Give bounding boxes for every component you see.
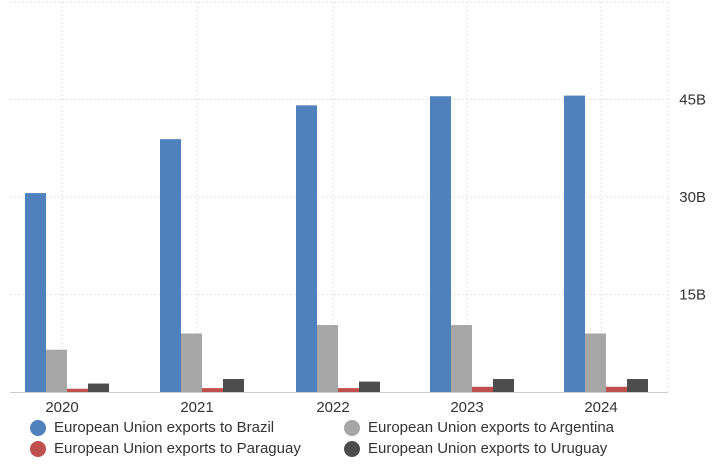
bar-2021-series-4[interactable] <box>223 379 244 392</box>
bar-2020-series-1[interactable] <box>25 193 46 392</box>
bar-2020-series-3[interactable] <box>67 388 88 392</box>
legend-swatch-icon <box>344 419 360 436</box>
bar-2021-series-2[interactable] <box>181 333 202 393</box>
bar-2024-series-1[interactable] <box>564 95 585 392</box>
bar-2023-series-1[interactable] <box>430 96 451 392</box>
bar-2024-series-4[interactable] <box>627 379 648 392</box>
bar-2024-series-3[interactable] <box>606 386 627 392</box>
bar-2024-series-2[interactable] <box>585 333 606 393</box>
bars <box>25 95 648 393</box>
x-tick-label: 2022 <box>316 399 349 412</box>
legend: European Union exports to Brazil European… <box>0 412 713 467</box>
bar-chart: 2020 2021 2022 2023 2024 15B 30B 45B <box>10 1 706 412</box>
y-tick-label: 45B <box>679 92 706 109</box>
bar-2021-series-3[interactable] <box>202 388 223 392</box>
y-tick-label: 15B <box>679 287 706 304</box>
y-tick-label: 30B <box>679 189 706 206</box>
x-tick-label: 2020 <box>45 399 78 412</box>
legend-swatch-icon <box>30 419 46 436</box>
x-tick-label: 2023 <box>450 399 483 412</box>
legend-label: European Union exports to Paraguay <box>54 440 301 457</box>
bar-2022-series-1[interactable] <box>296 105 317 392</box>
bar-2021-series-1[interactable] <box>160 139 181 392</box>
grid-lines <box>10 1 669 392</box>
legend-item[interactable]: European Union exports to Argentina <box>344 419 614 436</box>
legend-label: European Union exports to Uruguay <box>368 440 608 457</box>
bar-2023-series-2[interactable] <box>451 325 472 392</box>
bar-2022-series-4[interactable] <box>359 381 380 392</box>
bar-2022-series-3[interactable] <box>338 388 359 392</box>
legend-label: European Union exports to Argentina <box>368 419 614 436</box>
legend-item[interactable]: European Union exports to Brazil <box>30 419 274 436</box>
bar-2020-series-4[interactable] <box>88 383 109 392</box>
bar-2023-series-4[interactable] <box>493 379 514 392</box>
bar-2020-series-2[interactable] <box>46 349 67 392</box>
x-tick-labels: 2020 2021 2022 2023 2024 <box>45 399 617 412</box>
legend-label: European Union exports to Brazil <box>54 419 275 436</box>
x-tick-label: 2021 <box>180 399 213 412</box>
legend-item[interactable]: European Union exports to Uruguay <box>344 440 607 457</box>
bar-2023-series-3[interactable] <box>472 386 493 392</box>
bar-2022-series-2[interactable] <box>317 325 338 392</box>
legend-swatch-icon <box>30 440 46 457</box>
legend-swatch-icon <box>344 440 360 457</box>
x-tick-label: 2024 <box>584 399 617 412</box>
legend-item[interactable]: European Union exports to Paraguay <box>30 440 301 457</box>
y-tick-labels: 15B 30B 45B <box>679 92 706 304</box>
